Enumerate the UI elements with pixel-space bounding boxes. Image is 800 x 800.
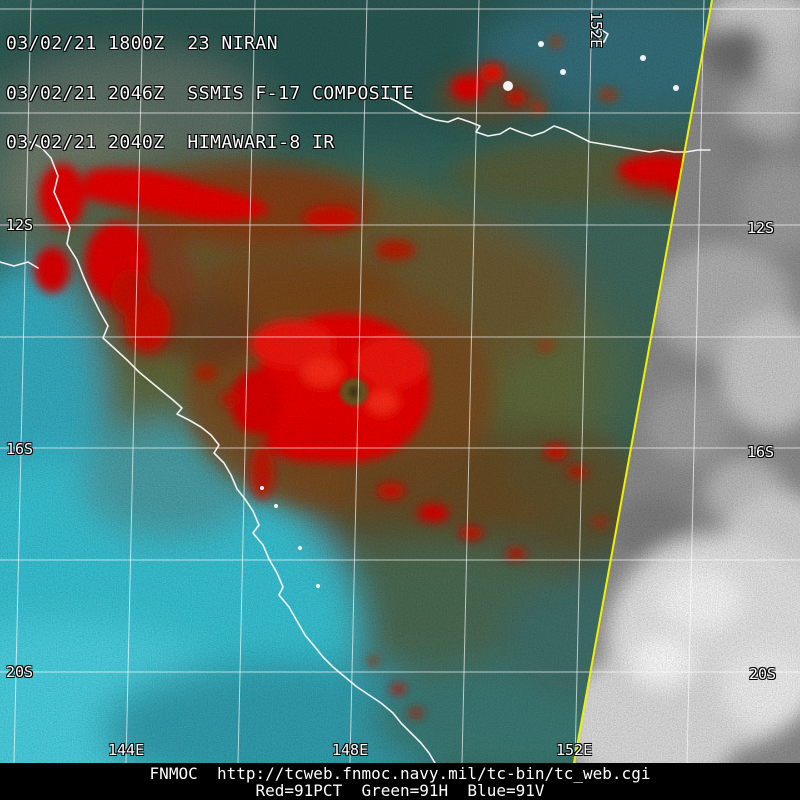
grid-label-lat-12s-left: 12S [6, 216, 34, 234]
product-header: 03/02/21 1800Z 23 NIRAN 03/02/21 2046Z S… [6, 3, 414, 185]
footer-bar: FNMOC http://tcweb.fnmoc.navy.mil/tc-bin… [0, 763, 800, 800]
header-line-ir: 03/02/21 2040Z HIMAWARI-8 IR [6, 132, 335, 153]
grid-label-lon-152e-bottom: 152E [556, 741, 593, 759]
satellite-imagery [0, 0, 800, 763]
header-line-storm: 03/02/21 1800Z 23 NIRAN [6, 33, 279, 54]
footer-channel-legend: Red=91PCT Green=91H Blue=91V [255, 781, 545, 800]
grid-label-lon-148e-bottom: 148E [332, 741, 369, 759]
satellite-map: 03/02/21 1800Z 23 NIRAN 03/02/21 2046Z S… [0, 0, 800, 763]
header-line-microwave: 03/02/21 2046Z SSMIS F-17 COMPOSITE [6, 82, 415, 104]
grid-label-lon-144e-bottom: 144E [108, 741, 145, 759]
grid-label-lat-20s-left: 20S [6, 663, 34, 681]
coastline [0, 27, 711, 763]
grid-label-lat-16s-right: 16S [747, 443, 775, 461]
islands [260, 41, 679, 588]
grid-label-lat-16s-left: 16S [6, 440, 34, 458]
noise-texture [0, 0, 800, 763]
grid-label-lat-20s-right: 20S [749, 665, 777, 683]
footer-source-url: FNMOC http://tcweb.fnmoc.navy.mil/tc-bin… [149, 764, 651, 783]
latlon-grid [0, 0, 800, 763]
grid-label-lat-12s-right: 12S [747, 219, 775, 237]
grid-label-lon-152e-top: 152E [587, 12, 605, 49]
swath-edge-line [573, 0, 713, 763]
